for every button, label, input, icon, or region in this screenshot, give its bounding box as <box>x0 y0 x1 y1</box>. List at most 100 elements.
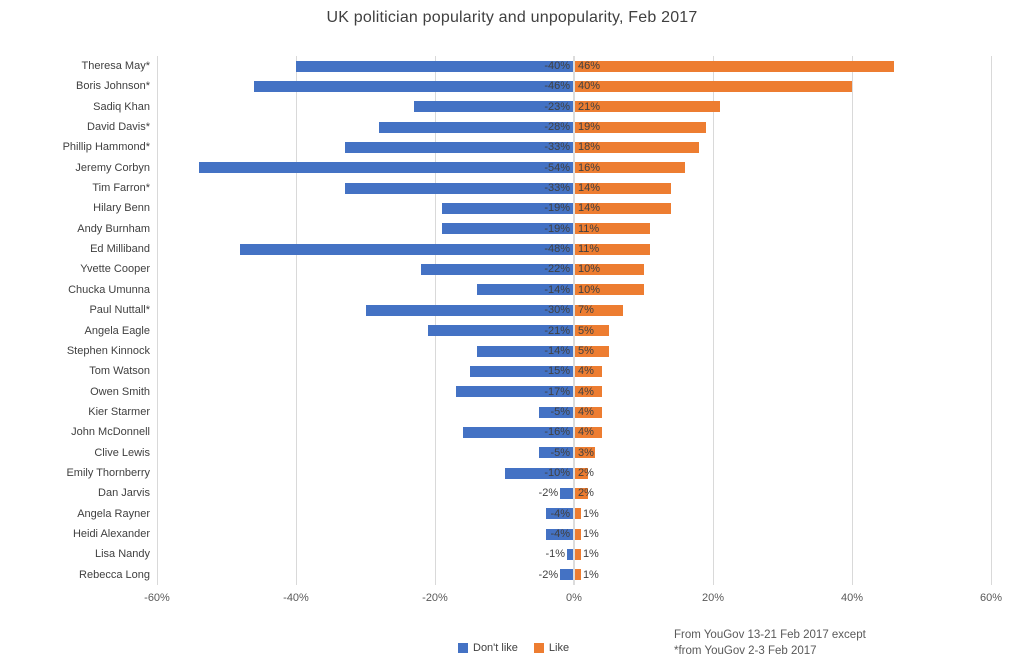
value-label-dont-like: -4% <box>550 527 570 540</box>
value-label-like: 46% <box>578 60 601 72</box>
bar-dont-like <box>560 487 574 499</box>
value-label-dont-like: -10% <box>544 466 570 479</box>
value-label-like: 19% <box>578 121 601 134</box>
bar-like <box>574 508 581 520</box>
legend-item-like: Like <box>533 642 570 654</box>
category-label: Andy Burnham <box>77 222 150 235</box>
category-label: Clive Lewis <box>94 446 150 459</box>
source-note: From YouGov 13-21 Feb 2017 except *from … <box>674 627 866 659</box>
category-label: Sadiq Khan <box>93 100 150 113</box>
value-label-dont-like: -17% <box>544 385 570 398</box>
category-label: John McDonnell <box>71 426 150 439</box>
bar-dont-like <box>567 548 574 560</box>
bar-dont-like <box>560 569 574 581</box>
category-label: Hilary Benn <box>93 202 150 215</box>
value-label-like: 4% <box>578 385 594 398</box>
category-label: Heidi Alexander <box>72 527 150 540</box>
value-label-like: 4% <box>578 365 594 378</box>
category-label: Boris Johnson* <box>76 80 150 93</box>
value-label-like: 1% <box>582 507 599 520</box>
value-label-dont-like: -19% <box>544 222 570 235</box>
bar-like <box>574 60 894 72</box>
bar-dont-like <box>504 467 574 479</box>
value-label-dont-like: -14% <box>544 344 570 357</box>
gridline <box>296 56 297 585</box>
x-axis-tick-label: 20% <box>701 592 725 604</box>
bar-dont-like <box>455 386 574 398</box>
bar-like <box>574 345 609 357</box>
value-label-like: 2% <box>578 487 594 500</box>
value-label-like: 11% <box>578 222 600 235</box>
category-label: Tom Watson <box>89 365 150 378</box>
category-label: Jeremy Corbyn <box>75 161 150 174</box>
bar-like <box>574 569 581 581</box>
x-axis-tick-label: 40% <box>840 592 864 604</box>
value-label-like: 10% <box>578 283 601 296</box>
bar-like <box>574 162 686 174</box>
value-label-like: 18% <box>578 141 601 154</box>
value-label-like: 14% <box>578 202 601 215</box>
bar-like <box>574 467 588 479</box>
legend-label-like: Like <box>548 642 570 654</box>
bar-like <box>574 182 672 194</box>
value-label-like: 7% <box>578 304 594 317</box>
value-label-dont-like: -48% <box>544 243 570 256</box>
gridline <box>157 56 158 585</box>
value-label-like: 14% <box>578 182 601 195</box>
legend-label-dont-like: Don't like <box>473 642 518 654</box>
bar-like <box>574 406 602 418</box>
category-label: Dan Jarvis <box>98 487 150 500</box>
category-label: Stephen Kinnock <box>66 344 150 357</box>
category-label: David Davis* <box>87 121 150 134</box>
value-label-dont-like: -54% <box>544 161 570 174</box>
value-label-dont-like: -30% <box>544 304 570 317</box>
bar-dont-like <box>469 365 574 377</box>
legend-item-dont-like: Don't like <box>458 642 518 654</box>
value-label-dont-like: -46% <box>544 80 570 93</box>
bar-dont-like <box>254 81 574 93</box>
bar-dont-like <box>240 243 574 255</box>
category-label: Owen Smith <box>90 385 150 398</box>
value-label-dont-like: -16% <box>544 426 570 439</box>
value-label-like: 1% <box>582 548 599 561</box>
gridline <box>852 56 853 585</box>
gridline <box>991 56 992 585</box>
value-label-dont-like: -4% <box>550 507 570 520</box>
bar-dont-like <box>441 223 574 235</box>
value-label-like: 4% <box>578 426 594 439</box>
bar-dont-like <box>365 304 574 316</box>
source-note-line2: *from YouGov 2-3 Feb 2017 <box>674 645 817 657</box>
x-axis-tick-label: 60% <box>979 592 1003 604</box>
bar-like <box>574 223 651 235</box>
category-label: Rebecca Long <box>79 568 150 581</box>
bar-like <box>574 304 623 316</box>
bar-dont-like <box>546 508 574 520</box>
value-label-like: 2% <box>578 466 594 479</box>
x-axis-tick-label: -60% <box>144 592 170 604</box>
bar-like <box>574 101 720 113</box>
value-label-dont-like: -15% <box>544 365 570 378</box>
category-label: Paul Nuttall* <box>89 304 150 317</box>
category-label: Lisa Nandy <box>94 548 150 561</box>
bar-like <box>574 243 651 255</box>
value-label-dont-like: -5% <box>550 446 570 459</box>
value-label-dont-like: -33% <box>544 141 570 154</box>
source-note-line1: From YouGov 13-21 Feb 2017 except <box>674 629 866 641</box>
legend: Don't like Like <box>458 642 569 654</box>
bar-like <box>574 365 602 377</box>
value-label-like: 3% <box>578 446 594 459</box>
dont-like-swatch-icon <box>458 643 468 653</box>
x-axis-tick-label: -20% <box>422 592 448 604</box>
value-label-dont-like: -1% <box>545 548 566 561</box>
bar-dont-like <box>441 203 574 215</box>
category-label: Phillip Hammond* <box>62 141 150 154</box>
category-label: Chucka Umunna <box>68 283 150 296</box>
value-label-like: 40% <box>578 80 601 93</box>
bar-dont-like <box>344 142 574 154</box>
category-label: Angela Eagle <box>84 324 150 337</box>
bar-like <box>574 121 707 133</box>
bar-like <box>574 548 581 560</box>
value-label-like: 4% <box>578 405 594 418</box>
value-label-like: 10% <box>578 263 601 276</box>
